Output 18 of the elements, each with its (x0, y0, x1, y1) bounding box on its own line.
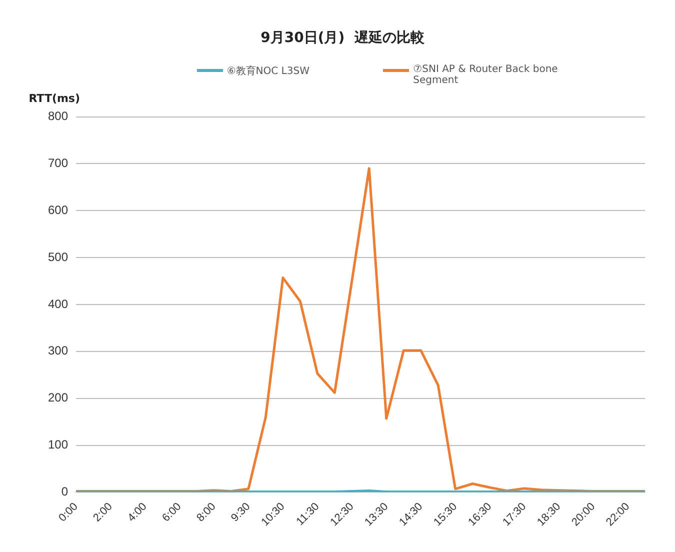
y-tick-label: 700 (48, 156, 68, 170)
chart-title: 9月30日(月) 遅延の比較 (260, 30, 426, 46)
legend-label: ⑦SNI AP & Router Back bone Segment (413, 64, 559, 86)
y-tick-label: 300 (48, 344, 68, 358)
y-axis-title: RTT(ms) (28, 92, 80, 106)
y-tick-label: 100 (48, 438, 68, 452)
x-tick-label: 6:00 (160, 500, 184, 524)
x-tick-label: 9:30 (229, 500, 253, 524)
legend-label: ⑥教育NOC L3SW (226, 64, 310, 78)
y-tick-label: 0 (61, 484, 68, 499)
y-tick-label: 600 (48, 202, 68, 217)
y-tick-label: 400 (48, 296, 68, 311)
y-tick-label: 800 (48, 109, 68, 124)
x-tick-label: 8:00 (194, 500, 218, 524)
y-tick-label: 500 (48, 250, 68, 264)
y-tick-label: 200 (48, 390, 68, 405)
x-tick-label: 0:00 (56, 500, 80, 524)
x-tick-label: 4:00 (126, 500, 150, 524)
